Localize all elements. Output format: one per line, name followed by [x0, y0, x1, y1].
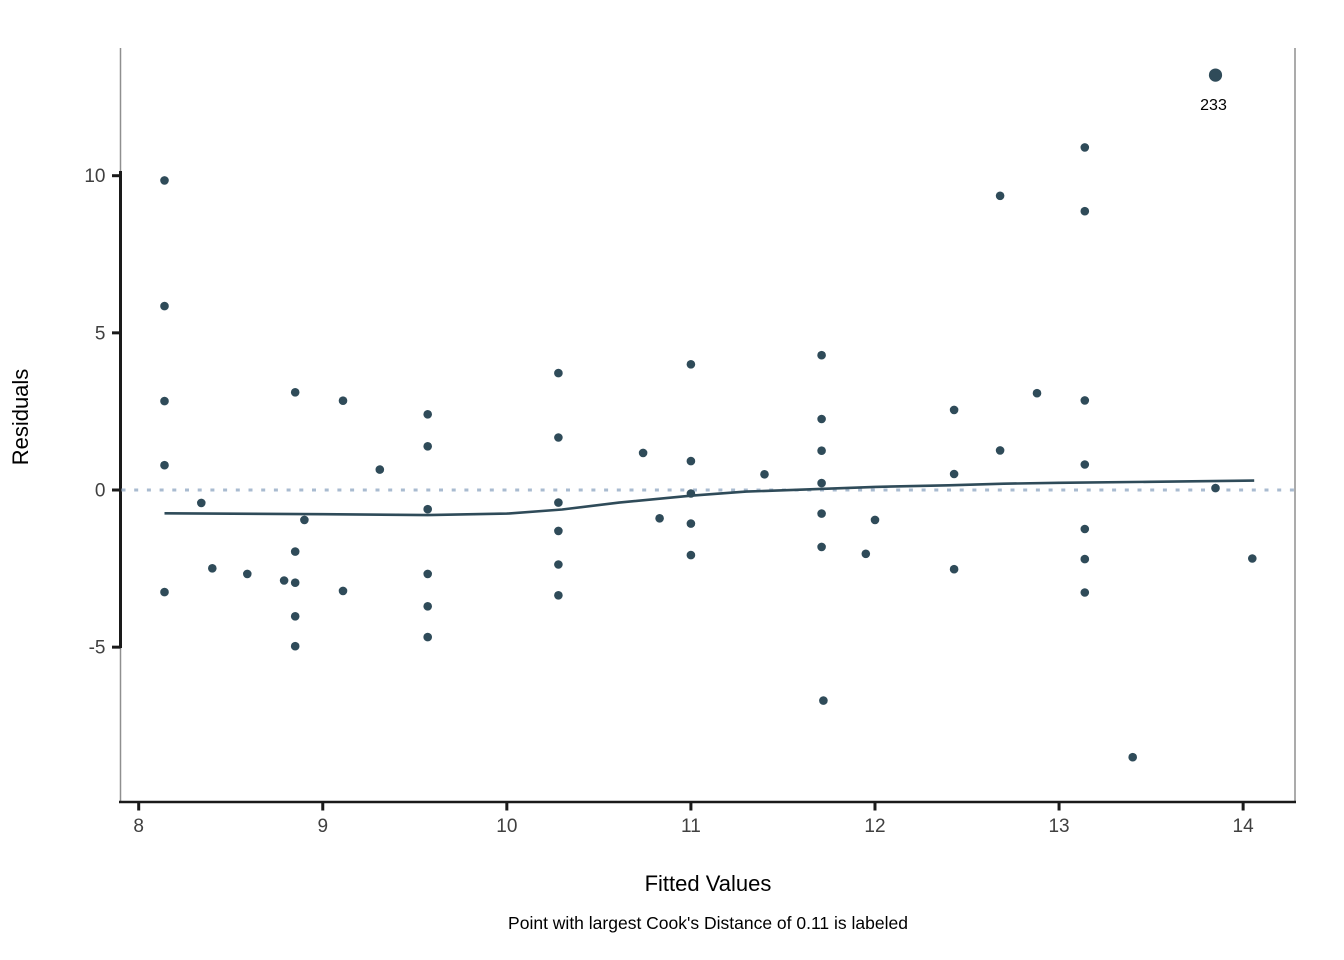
data-point: [686, 519, 696, 528]
x-tick-label: 13: [1048, 816, 1069, 837]
data-point: [290, 547, 300, 556]
data-point: [160, 176, 169, 185]
data-point: [160, 301, 169, 311]
data-point: [1080, 396, 1090, 405]
x-tick-label: 12: [864, 816, 885, 837]
x-tick-label: 8: [133, 816, 144, 837]
data-point: [655, 514, 664, 523]
y-tick-label: 10: [84, 166, 105, 187]
y-axis-ticks: 10 5 0 -5: [84, 166, 121, 659]
data-point: [279, 576, 289, 585]
x-axis-ticks: 8 9 10 11 12 13 14: [133, 802, 1254, 837]
data-point: [160, 460, 169, 470]
data-point: [817, 414, 826, 424]
data-point: [817, 509, 826, 518]
data-point: [160, 396, 169, 406]
data-point: [290, 612, 300, 621]
outlier-point: [1208, 68, 1223, 82]
smoother-path: [164, 479, 1255, 517]
data-point: [817, 478, 826, 488]
x-tick-label: 11: [681, 816, 701, 837]
data-point: [686, 489, 696, 498]
data-point: [861, 549, 871, 559]
x-tick-label: 10: [496, 816, 517, 837]
data-point: [995, 446, 1005, 455]
data-point: [423, 632, 433, 642]
outlier-point-group: 233: [1200, 68, 1227, 114]
data-point: [423, 442, 433, 451]
data-point: [949, 469, 959, 479]
x-tick-label: 9: [317, 816, 328, 837]
data-point: [290, 641, 300, 651]
x-axis-title: Fitted Values: [645, 871, 772, 896]
data-point: [1080, 460, 1090, 469]
data-point: [1248, 554, 1257, 563]
data-point: [554, 368, 563, 378]
data-point: [423, 569, 433, 579]
data-point: [1080, 588, 1090, 597]
data-point: [686, 360, 696, 369]
outlier-label: 233: [1200, 97, 1227, 114]
data-point: [554, 560, 563, 569]
data-point: [686, 456, 696, 466]
data-point: [817, 446, 826, 456]
data-point: [1080, 206, 1090, 216]
data-point: [1080, 554, 1090, 564]
data-point: [1080, 143, 1090, 152]
data-point: [375, 465, 385, 474]
caption: Point with largest Cook's Distance of 0.…: [508, 913, 908, 933]
data-point: [423, 602, 433, 611]
loess-smoother-line: [164, 479, 1255, 517]
data-point: [160, 587, 169, 597]
data-point: [870, 515, 880, 525]
data-point: [338, 586, 348, 596]
data-point: [995, 191, 1005, 201]
scatter-points: [160, 143, 1257, 762]
data-point: [686, 550, 696, 560]
data-point: [949, 405, 959, 415]
x-tick-label: 14: [1233, 816, 1255, 837]
data-point: [819, 696, 828, 705]
data-point: [243, 569, 252, 579]
data-point: [817, 542, 826, 552]
y-tick-label: -5: [89, 638, 106, 659]
data-point: [760, 470, 769, 479]
y-axis-title: Residuals: [8, 369, 33, 466]
data-point: [554, 526, 563, 536]
data-point: [554, 433, 563, 442]
data-point: [197, 498, 206, 508]
data-point: [300, 515, 309, 525]
data-point: [423, 504, 433, 514]
data-point: [1032, 388, 1042, 398]
data-point: [638, 448, 648, 458]
y-tick-label: 0: [95, 481, 106, 502]
data-point: [817, 350, 826, 360]
data-point: [1128, 752, 1137, 762]
data-point: [949, 564, 959, 574]
data-point: [1211, 483, 1220, 493]
data-point: [554, 591, 563, 600]
data-point: [423, 410, 433, 419]
data-point: [554, 498, 563, 507]
data-point: [290, 388, 300, 397]
data-point: [338, 396, 348, 406]
data-point: [208, 564, 217, 573]
y-tick-label: 5: [95, 323, 106, 344]
data-point: [290, 578, 300, 587]
data-point: [1080, 524, 1090, 534]
